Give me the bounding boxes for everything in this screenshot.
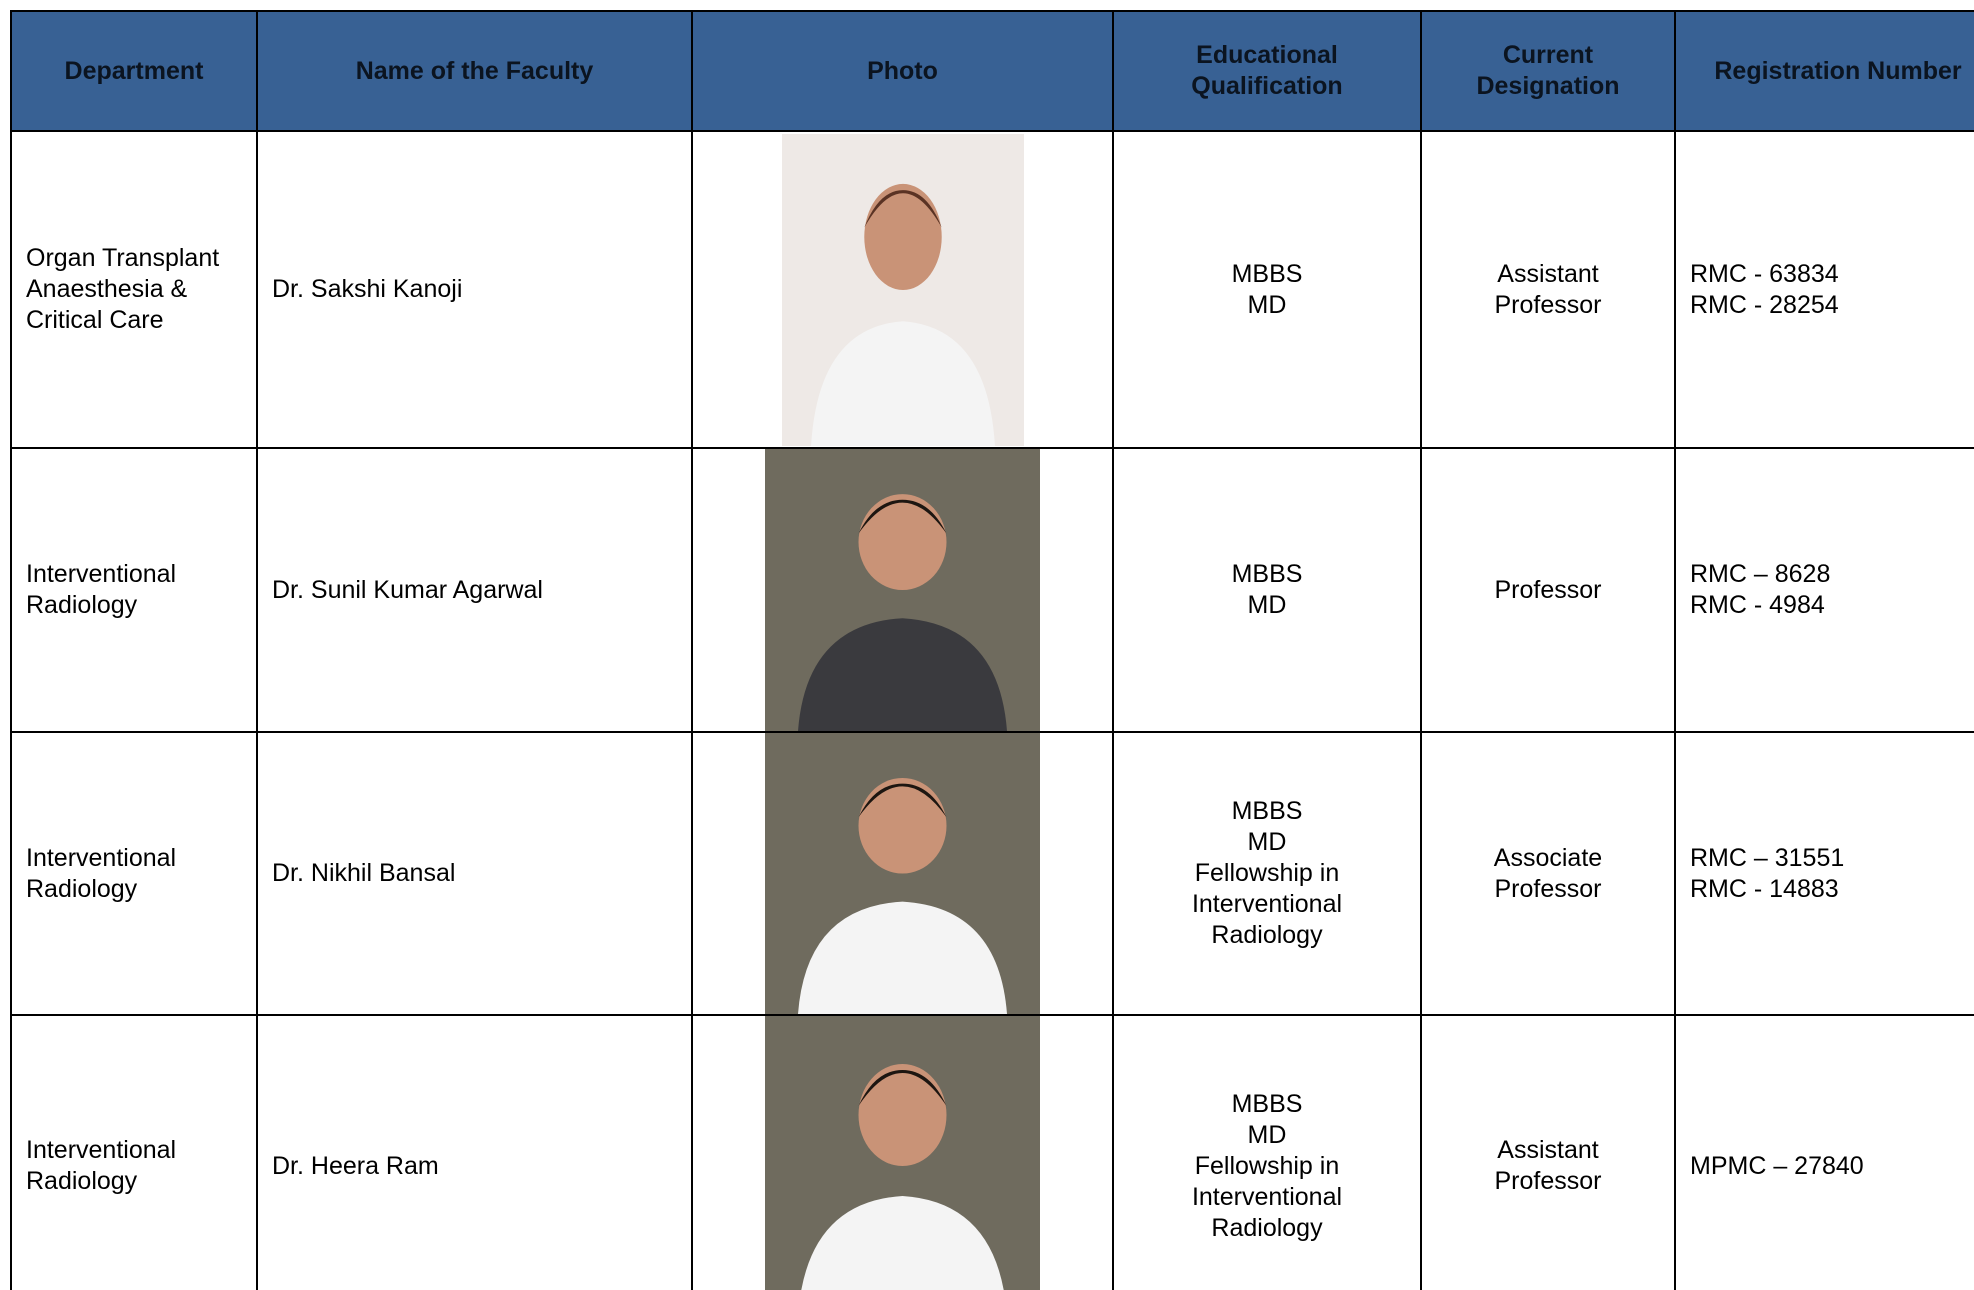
photo-cell — [691, 731, 1114, 1016]
designation-line: Professor — [1494, 1167, 1602, 1195]
faculty-photo — [781, 133, 1024, 446]
header-cell: Current Designation — [1420, 10, 1676, 132]
qualification-line: Fellowship in — [1194, 859, 1340, 887]
registration-line: MPMC – 27840 — [1690, 1151, 1864, 1180]
qualification-cell: MBBS MD Fellowship in Interventional Radiolo… — [1112, 731, 1422, 1016]
designation-line: Assistant — [1497, 259, 1599, 288]
designation-cell: Assistant Professor — [1420, 130, 1676, 449]
table-row: Organ Transplant Anaesthesia & Critical … — [10, 130, 1974, 449]
registration-cell: MPMC – 27840 — [1674, 1014, 1974, 1290]
qualification-line: Interventional — [1191, 1182, 1343, 1211]
qualification-line: MBBS — [1231, 259, 1303, 288]
registration-line: RMC - 4984 — [1690, 591, 1825, 619]
qualification-cell: MBBS MD Fellowship in Interventional Radiolo… — [1112, 1014, 1422, 1290]
photo-cell — [691, 1014, 1114, 1290]
qualification-line: MD — [1247, 828, 1287, 856]
header-cell: Name of the Faculty — [256, 10, 693, 132]
qualification-line: Radiology — [1211, 1213, 1323, 1242]
qualification-line: MBBS — [1231, 1089, 1303, 1118]
designation-line: Professor — [1494, 874, 1602, 903]
header-cell: Registration Number — [1674, 10, 1974, 132]
faculty-photo — [765, 1016, 1040, 1290]
qualification-cell: MBBS MD — [1112, 130, 1422, 449]
designation-line: Professor — [1494, 575, 1602, 604]
designation-cell: Professor — [1420, 447, 1676, 733]
faculty-photo — [765, 449, 1040, 731]
header-cell: Photo — [691, 10, 1114, 132]
faculty-photo — [765, 733, 1040, 1014]
qualification-line: MBBS — [1231, 797, 1303, 825]
photo-cell — [691, 130, 1114, 449]
header-cell: Educational Qualification — [1112, 10, 1422, 132]
department-cell: Organ Transplant Anaesthesia & Critical … — [10, 130, 258, 449]
registration-line: RMC – 31551 — [1690, 843, 1845, 872]
table-row: Interventional Radiology Dr. Sunil Kumar … — [10, 447, 1974, 733]
qualification-cell: MBBS MD — [1112, 447, 1422, 733]
registration-line: RMC – 8628 — [1690, 560, 1831, 588]
registration-line: RMC - 14883 — [1690, 874, 1839, 903]
qualification-line: MD — [1247, 1120, 1287, 1149]
qualification-line: Radiology — [1211, 921, 1323, 949]
registration-line: RMC - 63834 — [1690, 259, 1839, 288]
designation-cell: Associate Professor — [1420, 731, 1676, 1016]
name-cell: Dr. Heera Ram — [256, 1014, 693, 1290]
designation-line: Professor — [1494, 290, 1602, 319]
registration-line: RMC - 28254 — [1690, 290, 1839, 319]
designation-cell: Assistant Professor — [1420, 1014, 1676, 1290]
registration-cell: RMC - 63834 RMC - 28254 — [1674, 130, 1974, 449]
qualification-line: Interventional — [1191, 890, 1343, 918]
qualification-line: MD — [1247, 290, 1287, 319]
header-row: Department Name of the Faculty Photo Educat… — [10, 10, 1974, 132]
department-cell: Interventional Radiology — [10, 447, 258, 733]
department-cell: Interventional Radiology — [10, 731, 258, 1016]
faculty-table: Department Name of the Faculty Photo Educat… — [10, 10, 1974, 1290]
name-cell: Dr. Nikhil Bansal — [256, 731, 693, 1016]
designation-line: Associate — [1493, 843, 1603, 872]
department-cell: Interventional Radiology — [10, 1014, 258, 1290]
registration-cell: RMC – 8628 RMC - 4984 — [1674, 447, 1974, 733]
registration-cell: RMC – 31551 RMC - 14883 — [1674, 731, 1974, 1016]
header-cell: Department — [10, 10, 258, 132]
name-cell: Dr. Sakshi Kanoji — [256, 130, 693, 449]
designation-line: Assistant — [1497, 1136, 1599, 1164]
photo-cell — [691, 447, 1114, 733]
table-row: Interventional Radiology Dr. Heera Ram MBB… — [10, 1014, 1974, 1290]
table-row: Interventional Radiology Dr. Nikhil Bansa… — [10, 731, 1974, 1016]
qualification-line: Fellowship in — [1194, 1151, 1340, 1180]
qualification-line: MBBS — [1231, 560, 1303, 588]
qualification-line: MD — [1247, 591, 1287, 619]
name-cell: Dr. Sunil Kumar Agarwal — [256, 447, 693, 733]
table-body: Organ Transplant Anaesthesia & Critical … — [10, 130, 1974, 1290]
